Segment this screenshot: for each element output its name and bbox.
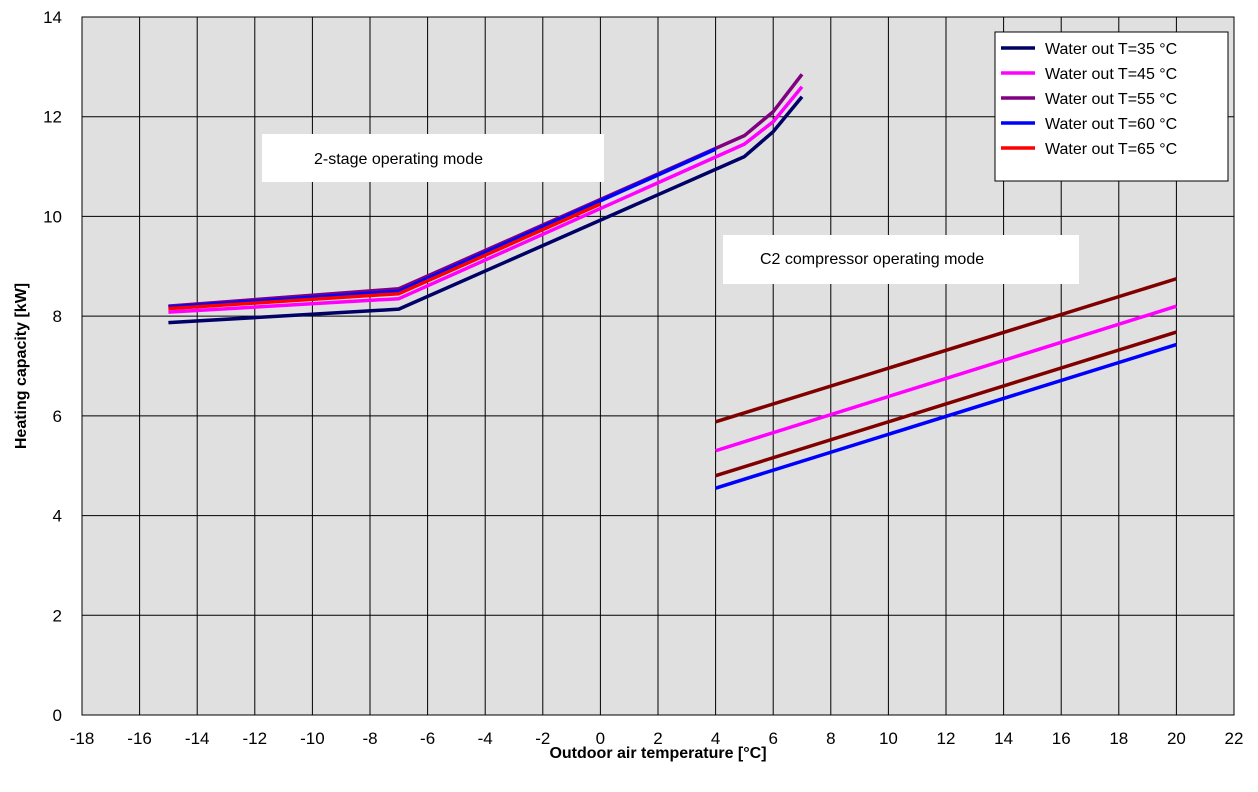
- x-tick-label: -10: [300, 729, 325, 748]
- series-line-7: [715, 330, 1177, 478]
- x-tick-label: -14: [185, 729, 210, 748]
- x-tick-label: 8: [826, 729, 835, 748]
- x-tick-label: 0: [596, 729, 605, 748]
- y-tick-label: 0: [53, 706, 62, 725]
- series-line-5: [715, 277, 1177, 424]
- y-tick-labels: 0 2 4 6 8 10 12 14: [43, 8, 62, 725]
- y-tick-label: 8: [53, 307, 62, 326]
- series-lines: [168, 73, 1177, 490]
- x-tick-label: -2: [535, 729, 550, 748]
- series-line-8: [715, 342, 1177, 490]
- series-line-2: [168, 73, 804, 308]
- y-axis-title: Heating capacity [kW]: [13, 283, 30, 449]
- y-tick-label: 10: [43, 207, 62, 226]
- x-tick-label: 14: [994, 729, 1013, 748]
- x-tick-label: 18: [1109, 729, 1128, 748]
- y-tick-label: 2: [53, 606, 62, 625]
- x-tick-label: -4: [478, 729, 493, 748]
- x-tick-label: 10: [879, 729, 898, 748]
- x-tick-label: 2: [653, 729, 662, 748]
- x-tick-labels: -18 -16 -14 -12 -10 -8 -6 -4 -2 0 2 4 6 8 10 12 14 16 18 20…: [70, 729, 1244, 748]
- annotation-c2-text: C2 compressor operating mode: [760, 251, 984, 268]
- series-line-6: [715, 304, 1177, 453]
- series-line-0: [168, 95, 804, 325]
- x-axis-title: Outdoor air temperature [°C]: [549, 745, 766, 762]
- x-tick-label: 22: [1225, 729, 1244, 748]
- y-tick-label: 4: [53, 507, 62, 526]
- y-tick-label: 12: [43, 108, 62, 127]
- x-tick-label: -12: [243, 729, 268, 748]
- x-tick-label: 4: [711, 729, 720, 748]
- x-tick-label: 12: [937, 729, 956, 748]
- x-tick-label: -8: [362, 729, 377, 748]
- series-line-3: [168, 147, 717, 309]
- x-tick-label: 16: [1052, 729, 1071, 748]
- x-tick-label: -18: [70, 729, 95, 748]
- gridlines: [81, 16, 1235, 716]
- x-tick-label: 6: [768, 729, 777, 748]
- legend-label: Water out T=65 °C: [1045, 141, 1177, 158]
- legend-box: [994, 31, 1229, 182]
- x-tick-label: 20: [1167, 729, 1186, 748]
- y-tick-label: 14: [43, 8, 62, 27]
- x-tick-label: -16: [127, 729, 152, 748]
- legend-label: Water out T=45 °C: [1045, 66, 1177, 83]
- y-tick-label: 6: [53, 407, 62, 426]
- legend: Water out T=35 °C Water out T=45 °C Water …: [994, 31, 1229, 182]
- legend-label: Water out T=60 °C: [1045, 116, 1177, 133]
- series-line-1: [168, 85, 804, 314]
- legend-label: Water out T=55 °C: [1045, 91, 1177, 108]
- x-tick-label: -6: [420, 729, 435, 748]
- series-line-4: [168, 202, 602, 311]
- annotation-2-stage-text: 2-stage operating mode: [314, 151, 483, 168]
- legend-label: Water out T=35 °C: [1045, 41, 1177, 58]
- annotation-c2-box: C2 compressor operating mode: [723, 235, 1079, 284]
- annotation-2-stage-box: 2-stage operating mode: [262, 134, 604, 182]
